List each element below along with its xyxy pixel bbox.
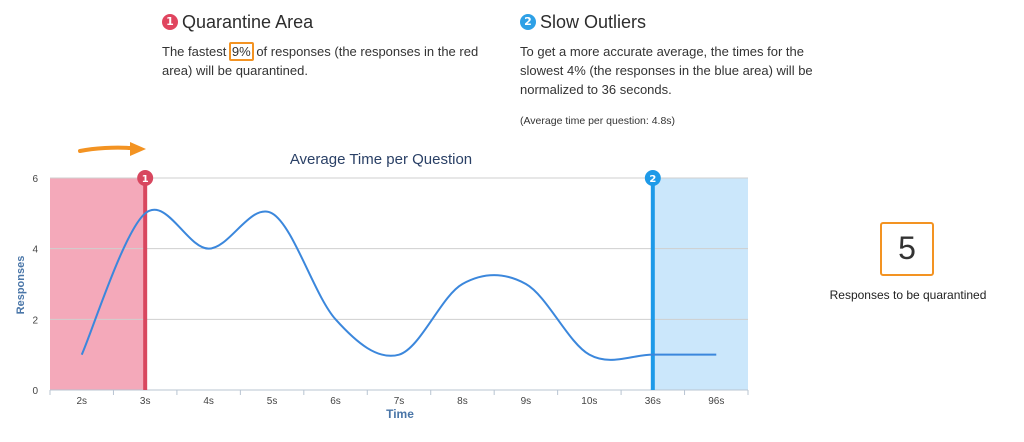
x-tick-label: 3s	[140, 396, 151, 407]
slow-outliers-description: To get a more accurate average, the time…	[520, 44, 813, 97]
quarantine-description: The fastest 9% of responses (the respons…	[162, 42, 492, 80]
quarantine-badge-icon: 1	[162, 14, 178, 30]
x-tick-label: 8s	[457, 396, 468, 407]
x-tick-label: 6s	[330, 396, 341, 407]
quarantine-area-title: Quarantine Area	[182, 11, 314, 32]
outlier-region	[652, 178, 748, 390]
outlier-marker-badge-label: 2	[649, 174, 656, 185]
y-tick-label: 4	[32, 245, 38, 256]
quarantine-count-label: Responses to be quarantined	[829, 288, 987, 302]
y-tick-label: 6	[32, 174, 38, 185]
quarantine-area-panel: 1 Quarantine Area The fastest 9% of resp…	[162, 11, 492, 80]
average-time-note: (Average time per question: 4.8s)	[520, 115, 676, 127]
x-tick-label: 10s	[581, 396, 597, 407]
quarantine-marker-badge-label: 1	[142, 174, 149, 185]
quarantine-region	[50, 178, 146, 390]
x-tick-label: 96s	[708, 396, 724, 407]
quarantine-text-before: The fastest	[162, 44, 230, 59]
quarantine-percent[interactable]: 9%	[228, 42, 254, 61]
x-tick-label: 7s	[394, 396, 405, 407]
arrow-right-icon	[78, 142, 146, 156]
chart-grid	[49, 177, 749, 395]
quarantine-marker-badge	[137, 170, 154, 186]
y-axis-label: Responses	[15, 256, 27, 315]
slow-outliers-panel: 2 Slow Outliers To get a more accurate a…	[520, 11, 850, 99]
x-axis-label: Time	[386, 407, 414, 421]
x-tick-label: 5s	[267, 396, 278, 407]
chart-regions	[50, 178, 748, 390]
quarantine-count[interactable]: 5	[880, 222, 934, 276]
chart-title: Average Time per Question	[290, 151, 472, 168]
outliers-badge-icon: 2	[520, 14, 536, 30]
series-line	[80, 208, 717, 361]
x-tick-label: 36s	[645, 396, 661, 407]
y-tick-label: 2	[32, 315, 38, 326]
quarantine-area-heading: 1 Quarantine Area	[162, 11, 492, 33]
x-tick-label: 4s	[203, 396, 214, 407]
slow-outliers-title: Slow Outliers	[540, 11, 647, 32]
outlier-marker-badge	[644, 170, 661, 186]
x-tick-labels: 2s 3s 4s 5s 6s 7s 8s 9s 10s 36s 96s	[76, 396, 724, 407]
quarantine-text-after: of responses (the responses in the red a…	[162, 44, 479, 78]
slow-outliers-heading: 2 Slow Outliers	[520, 11, 850, 33]
x-tick-label: 2s	[76, 396, 87, 407]
y-tick-label: 0	[32, 386, 38, 397]
x-tick-label: 9s	[521, 396, 532, 407]
y-tick-labels: 0 2 4 6	[32, 174, 38, 397]
